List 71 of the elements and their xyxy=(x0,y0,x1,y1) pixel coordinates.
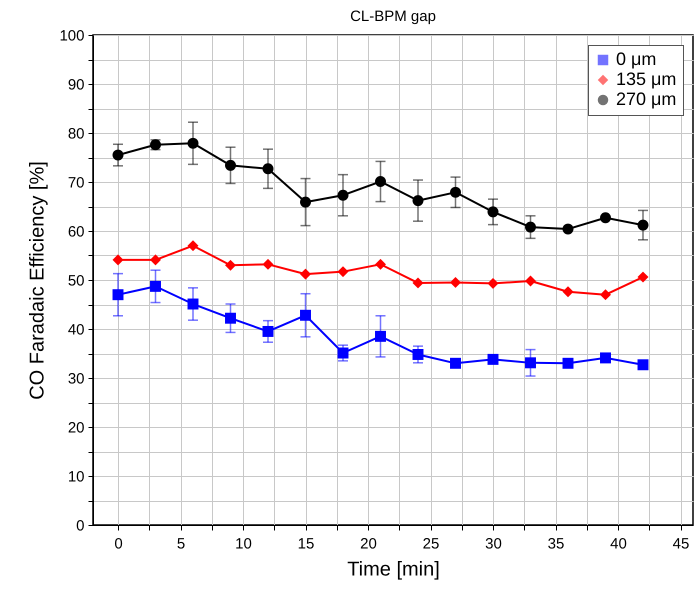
point xyxy=(112,289,124,300)
point xyxy=(488,354,498,365)
point xyxy=(300,310,311,321)
point xyxy=(375,330,386,342)
point xyxy=(525,357,536,368)
point xyxy=(450,276,461,288)
chart-title: CL-BPM gap xyxy=(350,8,436,25)
x-tick-label: 35 xyxy=(548,536,564,552)
point xyxy=(262,163,274,174)
point xyxy=(338,348,348,358)
y-tick-label: 40 xyxy=(68,322,84,338)
point xyxy=(412,277,424,288)
x-tick-label: 20 xyxy=(360,536,377,552)
point xyxy=(412,195,424,206)
point xyxy=(638,220,648,231)
x-tick-label: 25 xyxy=(422,536,440,552)
legend-label: 135 μm xyxy=(616,69,676,89)
x-axis-title: Time [min] xyxy=(347,558,440,580)
y-tick-label: 10 xyxy=(68,468,84,486)
point xyxy=(638,359,648,370)
point xyxy=(562,358,574,369)
point xyxy=(225,312,236,324)
point xyxy=(412,349,424,360)
y-tick-label: 20 xyxy=(68,420,84,436)
point xyxy=(600,212,611,224)
point xyxy=(600,289,611,300)
point xyxy=(225,160,236,171)
legend-label: 270 μm xyxy=(616,89,676,109)
y-tick-label: 60 xyxy=(68,224,84,240)
x-tick-label: 30 xyxy=(485,536,502,552)
y-axis-title: CO Faradaic Efficiency [%] xyxy=(26,161,48,400)
point xyxy=(450,358,461,369)
y-tick-label: 100 xyxy=(59,28,84,44)
point xyxy=(525,276,536,286)
point xyxy=(488,278,498,289)
point xyxy=(525,222,536,233)
y-tick-label: 90 xyxy=(68,76,84,94)
y-tick-label: 80 xyxy=(68,126,84,142)
point xyxy=(562,286,574,298)
point xyxy=(638,272,648,283)
point xyxy=(262,258,274,270)
x-tick-label: 0 xyxy=(114,536,123,552)
legend-label: 0 μm xyxy=(616,49,656,69)
point xyxy=(600,352,611,364)
point xyxy=(450,186,461,198)
y-tick-label: 30 xyxy=(68,370,84,388)
point xyxy=(112,254,124,266)
point xyxy=(488,206,498,218)
point xyxy=(338,190,348,201)
x-tick-label: 15 xyxy=(298,536,314,552)
point xyxy=(150,280,161,292)
point xyxy=(375,258,386,270)
point xyxy=(300,268,311,280)
point xyxy=(262,326,274,337)
point xyxy=(188,240,198,252)
point xyxy=(188,298,198,310)
point xyxy=(112,150,124,161)
point xyxy=(562,224,574,235)
point xyxy=(188,138,198,149)
point xyxy=(225,260,236,271)
point xyxy=(300,196,311,208)
y-tick-label: 70 xyxy=(68,174,84,192)
point xyxy=(150,254,161,266)
x-tick-label: 10 xyxy=(235,536,252,552)
x-tick-label: 5 xyxy=(176,536,186,552)
y-tick-label: 0 xyxy=(76,518,84,534)
point xyxy=(375,176,386,187)
x-tick-label: 40 xyxy=(610,536,627,552)
y-tick-label: 50 xyxy=(68,272,84,290)
x-tick-label: 45 xyxy=(672,536,690,552)
point xyxy=(338,266,348,278)
